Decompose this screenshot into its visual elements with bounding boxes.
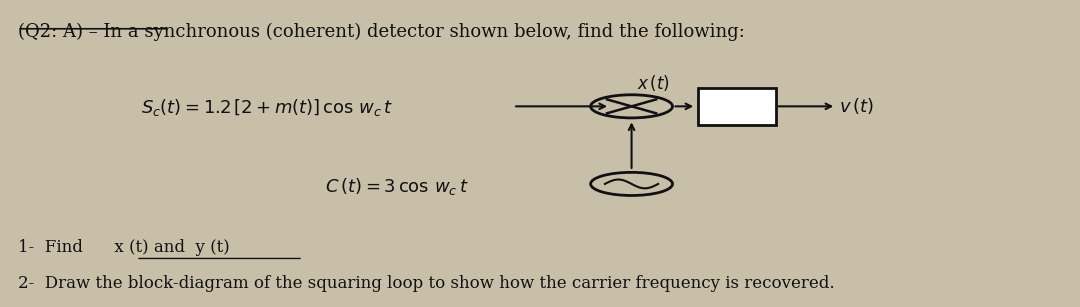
FancyBboxPatch shape: [699, 88, 775, 125]
Text: $x\,(t)$: $x\,(t)$: [637, 73, 670, 93]
Text: $v\,(t)$: $v\,(t)$: [839, 96, 875, 116]
Text: LP: LP: [724, 97, 751, 115]
Text: (Q2: A) – In a synchronous (coherent) detector shown below, find the following:: (Q2: A) – In a synchronous (coherent) de…: [17, 23, 744, 41]
Text: $C\,(t) = 3\,\cos\,w_c\,t$: $C\,(t) = 3\,\cos\,w_c\,t$: [325, 177, 469, 197]
Text: 1-  Find      x (t) and  y (t): 1- Find x (t) and y (t): [17, 239, 229, 256]
Text: $S_c(t) = 1.2\,[2+m(t)]\,\cos\,w_c\,t$: $S_c(t) = 1.2\,[2+m(t)]\,\cos\,w_c\,t$: [141, 97, 394, 119]
Text: 2-  Draw the block-diagram of the squaring loop to show how the carrier frequenc: 2- Draw the block-diagram of the squarin…: [17, 275, 834, 292]
